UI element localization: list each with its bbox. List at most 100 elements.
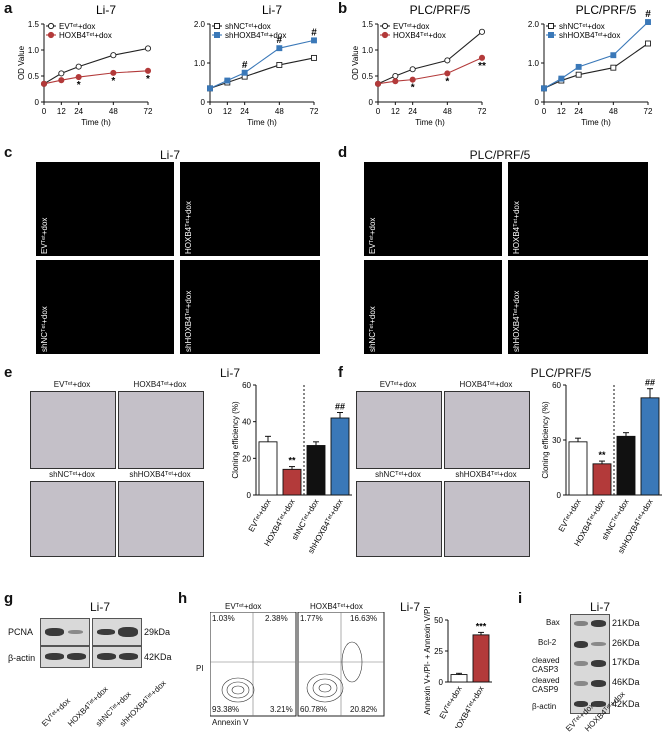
bar: [592, 463, 612, 496]
y-axis-label: OD Value: [351, 45, 360, 80]
panel-c-title: Li-7: [159, 148, 180, 162]
micro-label: EVᵀᵉᵗ+dox: [40, 217, 49, 254]
x-tick-label: 48: [609, 107, 618, 116]
blot-band: [118, 627, 138, 637]
micro-c-2: HOXB4ᵀᵉᵗ+dox: [180, 162, 320, 256]
y-tick-label: 0: [201, 98, 206, 107]
legend-label: HOXB4ᵀᵉᵗ+dox: [393, 31, 446, 40]
significance-mark: ***: [476, 621, 487, 631]
blot-g-size-0: 29kDa: [144, 627, 171, 637]
colony-e-title-1: EVᵀᵉᵗ+dox: [53, 380, 91, 389]
data-point: [444, 70, 451, 77]
blot-g-actin-left: [40, 646, 90, 668]
x-tick-label: 72: [310, 107, 319, 116]
micro-label: shHOXB4ᵀᵉᵗ+dox: [512, 290, 521, 352]
x-tick-label: 24: [240, 107, 249, 116]
y-tick-label: 0: [247, 491, 252, 500]
flow-plots: [210, 612, 385, 717]
y-tick-label: 2.0: [528, 20, 540, 29]
colony-e-1: [30, 391, 116, 469]
chart-title: PLC/PRF/5: [410, 3, 471, 17]
flow-q-0-2: 93.38%: [212, 705, 240, 714]
x-tick-label: 0: [376, 107, 381, 116]
legend-marker: [47, 31, 55, 39]
blot-g-pcna-right: [92, 618, 142, 646]
blot-band: [119, 653, 138, 660]
chart-a-right: Li-7 0 1.0 2.0 0 12 24 48 72 Time (h) shNCᵀᵉᵗ+doxs…: [194, 3, 319, 127]
legend-label: HOXB4ᵀᵉᵗ+dox: [59, 31, 112, 40]
blot-i-size-3: 46KDa: [612, 677, 640, 687]
legend-label: EVᵀᵉᵗ+dox: [59, 22, 95, 31]
flow-q-0-1: 2.38%: [265, 614, 288, 623]
colony-f-title-4: shHOXB4ᵀᵉᵗ+dox: [455, 470, 517, 479]
blot-band: [97, 629, 115, 635]
x-tick-label: 0: [542, 107, 547, 116]
x-tick-label: 72: [144, 107, 153, 116]
colony-f-1: [356, 391, 442, 469]
y-tick-label: 50: [434, 616, 443, 625]
blot-band: [574, 641, 588, 648]
legend-label: shNCᵀᵉᵗ+dox: [225, 22, 271, 31]
y-tick-label: 2.0: [194, 20, 206, 29]
y-axis-label: Cloning efficiency (%): [541, 401, 550, 479]
data-point: [392, 72, 399, 80]
data-point: [224, 77, 231, 84]
data-point: [541, 85, 547, 92]
y-tick-label: 60: [242, 381, 251, 390]
micro-d-4: shHOXB4ᵀᵉᵗ+dox: [508, 260, 648, 354]
blot-i-size-0: 21KDa: [612, 618, 640, 628]
data-point: [75, 73, 82, 81]
micro-label: shNCᵀᵉᵗ+dox: [40, 306, 49, 352]
significance-mark: **: [288, 456, 296, 466]
x-tick-label: 72: [644, 107, 653, 116]
y-tick-label: 30: [552, 436, 561, 445]
y-tick-label: 0: [439, 678, 444, 687]
data-point: [610, 52, 617, 59]
colony-e-3: [30, 481, 116, 557]
panel-label-f: f: [338, 364, 343, 381]
panel-label-b: b: [338, 0, 348, 17]
y-tick-label: 0: [369, 98, 374, 107]
legend-label: shHOXB4ᵀᵉᵗ+dox: [225, 31, 286, 40]
data-point: [392, 78, 399, 85]
data-point: [110, 52, 117, 59]
data-point: [478, 28, 486, 35]
data-point: [645, 40, 651, 47]
bar: [472, 634, 490, 683]
blot-i-membrane: [570, 614, 610, 714]
data-point: [40, 80, 48, 87]
data-point: [610, 64, 617, 71]
colony-f-2: [444, 391, 530, 469]
blot-g-row-label-1: β-actin: [8, 653, 36, 663]
legend-label: EVᵀᵉᵗ+dox: [393, 22, 429, 31]
x-tick-label: 24: [74, 107, 83, 116]
blot-band: [574, 681, 588, 686]
y-tick-label: 1.5: [362, 20, 374, 29]
y-tick-label: 25: [434, 647, 443, 656]
panel-label-d: d: [338, 144, 348, 161]
flow-q-1-1: 16.63%: [350, 614, 378, 623]
significance-mark: *: [146, 74, 150, 85]
micro-label: shNCᵀᵉᵗ+dox: [368, 306, 377, 352]
data-point: [207, 85, 213, 92]
chart-b-right: PLC/PRF/5 0 1.0 2.0 0 12 24 48 72 Time (h) shNCᵀᵉᵗ…: [528, 3, 653, 127]
x-tick-label: 0: [208, 107, 213, 116]
data-point: [311, 54, 317, 61]
legend-marker: [381, 22, 389, 30]
category-label: EVᵀᵉᵗ+dox: [247, 498, 273, 534]
chart-title: Li-7: [262, 3, 282, 17]
blot-g-row-label-0: PCNA: [8, 627, 34, 637]
blot-band: [574, 621, 588, 626]
blot-g-lanes: EVᵀᵉᵗ+dox HOXB4ᵀᵉᵗ+dox shNCᵀᵉᵗ+dox shHOX…: [30, 670, 168, 730]
panel-label-a: a: [4, 0, 13, 17]
colony-f-3: [356, 481, 442, 557]
colony-e-title-2: HOXB4ᵀᵉᵗ+dox: [133, 380, 187, 389]
colony-f-4: [444, 481, 530, 557]
blot-i-row-0: Bax: [546, 618, 560, 627]
significance-mark: *: [411, 83, 415, 94]
blot-band: [591, 620, 606, 627]
blot-band: [591, 680, 606, 687]
blot-i-row-4: β-actin: [532, 702, 557, 711]
significance-mark: **: [478, 61, 486, 72]
